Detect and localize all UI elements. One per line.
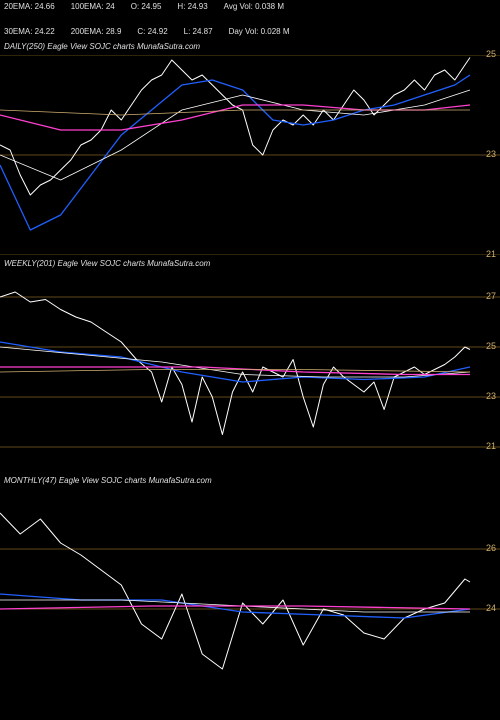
- charts-container: DAILY(250) Eagle View SOJC charts Munafa…: [0, 38, 500, 699]
- y-axis-label: 26: [486, 543, 496, 553]
- y-axis-label: 23: [486, 391, 496, 401]
- panel-title: MONTHLY(47) Eagle View SOJC charts Munaf…: [0, 472, 500, 489]
- series-price: [0, 513, 470, 669]
- chart-svg: [0, 55, 500, 255]
- chart-panel-1: WEEKLY(201) Eagle View SOJC charts Munaf…: [0, 255, 500, 472]
- panel-title: DAILY(250) Eagle View SOJC charts Munafa…: [0, 38, 500, 55]
- high-label: H: 24.93: [177, 2, 207, 11]
- avgvol-label: Avg Vol: 0.038 M: [224, 2, 284, 11]
- ema200-label: 200EMA: 28.9: [71, 27, 122, 36]
- stats-row-1: 20EMA: 24.66 100EMA: 24 O: 24.95 H: 24.9…: [4, 2, 496, 11]
- series-price: [0, 292, 470, 435]
- ema30-label: 30EMA: 24.22: [4, 27, 55, 36]
- chart-svg: [0, 489, 500, 699]
- close-label: C: 24.92: [137, 27, 167, 36]
- panel-title: WEEKLY(201) Eagle View SOJC charts Munaf…: [0, 255, 500, 272]
- series-ema20: [0, 342, 470, 382]
- y-axis-label: 25: [486, 341, 496, 351]
- ema100-label: 100EMA: 24: [71, 2, 115, 11]
- series-ema20: [0, 75, 470, 230]
- y-axis-label: 27: [486, 291, 496, 301]
- series-ema200: [0, 370, 470, 373]
- y-axis-label: 24: [486, 603, 496, 613]
- stats-row-2: 30EMA: 24.22 200EMA: 28.9 C: 24.92 L: 24…: [4, 27, 496, 36]
- chart-svg: [0, 272, 500, 472]
- dayvol-label: Day Vol: 0.028 M: [229, 27, 290, 36]
- series-price: [0, 58, 470, 196]
- y-axis-label: 21: [486, 441, 496, 451]
- y-axis-label: 25: [486, 49, 496, 59]
- low-label: L: 24.87: [184, 27, 213, 36]
- open-label: O: 24.95: [131, 2, 162, 11]
- chart-panel-0: DAILY(250) Eagle View SOJC charts Munafa…: [0, 38, 500, 255]
- series-ema100: [0, 606, 470, 609]
- ema20-label: 20EMA: 24.66: [4, 2, 55, 11]
- stats-header: 20EMA: 24.66 100EMA: 24 O: 24.95 H: 24.9…: [0, 0, 500, 38]
- chart-panel-2: MONTHLY(47) Eagle View SOJC charts Munaf…: [0, 472, 500, 699]
- series-ema200: [0, 110, 470, 115]
- y-axis-label: 23: [486, 149, 496, 159]
- series-ema30: [0, 347, 470, 377]
